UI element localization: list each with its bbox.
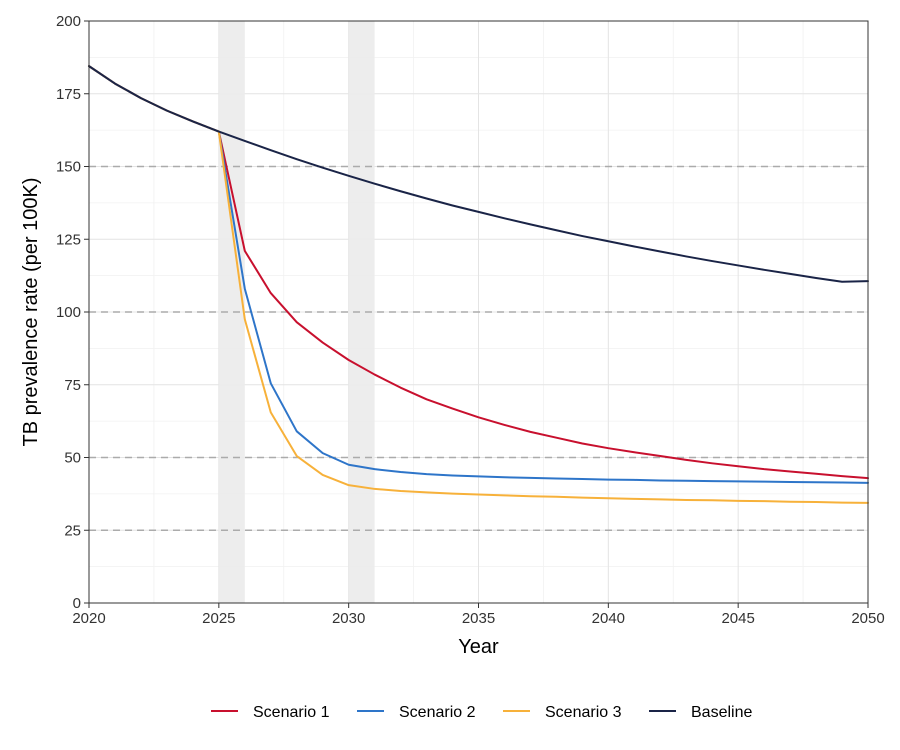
y-tick-label: 0 bbox=[73, 595, 81, 612]
x-tick-label: 2050 bbox=[851, 610, 884, 627]
x-tick-label: 2040 bbox=[592, 610, 625, 627]
legend-label-scenario-2: Scenario 2 bbox=[399, 704, 476, 721]
y-tick-label: 175 bbox=[56, 86, 81, 103]
legend-label-scenario-3: Scenario 3 bbox=[545, 704, 622, 721]
legend-item-scenario-1: Scenario 1 bbox=[211, 704, 330, 721]
legend-item-scenario-3: Scenario 3 bbox=[503, 704, 622, 721]
y-axis-title: TB prevalence rate (per 100K) bbox=[20, 177, 42, 446]
axes bbox=[84, 20, 869, 608]
y-tick-label: 200 bbox=[56, 13, 81, 30]
x-tick-label: 2030 bbox=[332, 610, 365, 627]
y-tick-label: 25 bbox=[64, 522, 81, 539]
reference-lines bbox=[89, 165, 868, 532]
legend-item-scenario-2: Scenario 2 bbox=[357, 704, 476, 721]
series-line-baseline bbox=[88, 65, 869, 283]
legend: Scenario 1 Scenario 2 Scenario 3 Baseline bbox=[211, 704, 752, 721]
x-tick-label: 2035 bbox=[462, 610, 495, 627]
legend-label-baseline: Baseline bbox=[691, 704, 752, 721]
y-tick-label: 100 bbox=[56, 304, 81, 321]
x-tick-label: 2020 bbox=[72, 610, 105, 627]
legend-label-scenario-1: Scenario 1 bbox=[253, 704, 330, 721]
series-lines bbox=[88, 65, 869, 504]
legend-item-baseline: Baseline bbox=[649, 704, 752, 721]
y-tick-label: 50 bbox=[64, 450, 81, 467]
tick-labels: 2020 2025 2030 2035 2040 2045 2050 0 25 50 75 100 12… bbox=[56, 13, 885, 627]
x-tick-label: 2045 bbox=[721, 610, 754, 627]
y-tick-label: 125 bbox=[56, 231, 81, 248]
y-tick-label: 150 bbox=[56, 159, 81, 176]
x-tick-label: 2025 bbox=[202, 610, 235, 627]
x-axis-title: Year bbox=[458, 636, 499, 658]
y-tick-label: 75 bbox=[64, 377, 81, 394]
